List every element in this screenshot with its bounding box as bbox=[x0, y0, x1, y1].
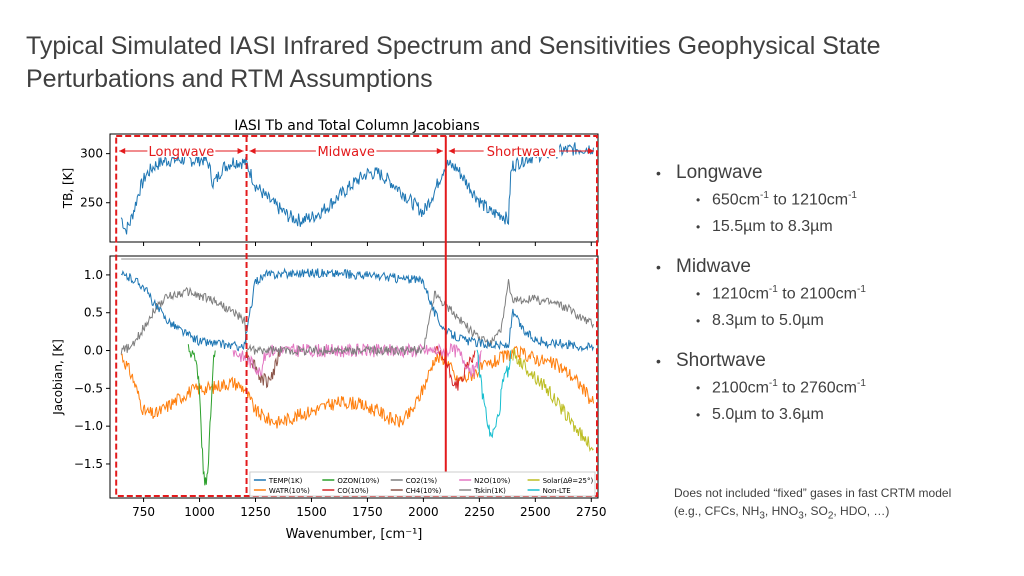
x-axis-label: Wavenumber, [cm⁻¹] bbox=[286, 527, 423, 542]
region-arrow-head bbox=[448, 148, 455, 154]
legend-label: N2O(10%) bbox=[474, 477, 510, 485]
legend-box bbox=[249, 471, 596, 497]
region-boxes: Longwave Midwave Shortwave bbox=[115, 135, 598, 497]
region-arrow-head bbox=[119, 148, 126, 154]
legend: TEMP(1K) WATR(10%) OZON(10%) CO(10%) CO2(1%)… bbox=[249, 471, 596, 497]
bottom-ytick-label: 0.5 bbox=[84, 306, 103, 320]
legend-label: CO(10%) bbox=[337, 487, 369, 495]
sub-bullet: • 8.3µm to 5.0µm bbox=[696, 312, 824, 329]
jacobian-line bbox=[120, 267, 594, 353]
jacobian-line bbox=[120, 345, 594, 429]
bullet-shortwave: • Shortwave bbox=[656, 350, 766, 371]
legend-label: TEMP(1K) bbox=[268, 477, 303, 485]
slide-title: Typical Simulated IASI Infrared Spectrum… bbox=[26, 32, 881, 93]
region-label: Midwave bbox=[317, 145, 374, 160]
legend-label: CH4(10%) bbox=[406, 487, 442, 495]
region-arrow-head bbox=[436, 148, 443, 154]
region-label-bg bbox=[483, 143, 560, 157]
chart-title: IASI Tb and Total Column Jacobians bbox=[234, 118, 480, 134]
tb-spectrum-line bbox=[120, 142, 594, 235]
xtick-label: 1250 bbox=[240, 505, 271, 519]
sub-bullet: • 15.5µm to 8.3µm bbox=[696, 218, 833, 235]
legend-label: OZON(10%) bbox=[337, 477, 379, 485]
bullet-longwave: • Longwave bbox=[656, 162, 763, 183]
xtick-label: 1500 bbox=[296, 505, 327, 519]
region-label-bg bbox=[147, 143, 216, 157]
bullet-label: Longwave bbox=[676, 162, 763, 183]
jacobian-line bbox=[187, 344, 216, 486]
bottom-ytick-label: −0.5 bbox=[74, 381, 103, 395]
xtick-label: 1000 bbox=[184, 505, 215, 519]
x-axis: 750 1000 1250 1500 1750 2000 2250 2500 2750 Waven… bbox=[132, 242, 607, 542]
xtick-label: 1750 bbox=[352, 505, 383, 519]
region-label-bg bbox=[315, 143, 377, 157]
region-arrow-head bbox=[249, 148, 256, 154]
legend-label: WATR(10%) bbox=[269, 487, 310, 495]
region-label: Shortwave bbox=[487, 145, 556, 160]
bottom-ytick-label: 0.0 bbox=[84, 344, 103, 358]
region-outline bbox=[115, 135, 598, 497]
jacobian-line bbox=[120, 279, 594, 357]
top-ytick-label: 300 bbox=[80, 147, 103, 161]
region-arrow-head bbox=[237, 148, 244, 154]
top-ylabel: TB, [K] bbox=[61, 168, 75, 209]
sub-bullet: • 650cm-1 to 1210cm-1 bbox=[696, 190, 857, 209]
xtick-label: 2500 bbox=[520, 505, 551, 519]
sub-bullet: • 5.0µm to 3.6µm bbox=[696, 406, 824, 423]
region-label: Longwave bbox=[148, 145, 214, 160]
jacobian-line bbox=[232, 342, 483, 378]
legend-label: Non-LTE bbox=[543, 487, 571, 495]
note-text: Does not included “fixed” gases in fast … bbox=[674, 486, 952, 522]
xtick-label: 2750 bbox=[576, 505, 607, 519]
sub-bullet: • 2100cm-1 to 2760cm-1 bbox=[696, 378, 866, 397]
bullet-label: Midwave bbox=[676, 256, 751, 277]
top-ytick-label: 250 bbox=[80, 196, 103, 210]
bullet-label: Shortwave bbox=[676, 350, 766, 371]
legend-label: CO2(1%) bbox=[406, 477, 438, 485]
bottom-ytick-label: −1.5 bbox=[74, 457, 103, 471]
legend-label: Tskin(1K) bbox=[473, 487, 506, 495]
xtick-label: 2000 bbox=[408, 505, 439, 519]
xtick-label: 750 bbox=[132, 505, 155, 519]
jacobian-line bbox=[476, 349, 512, 439]
bottom-ytick-label: 1.0 bbox=[84, 268, 103, 282]
legend-label: Solar(Δθ=25°) bbox=[543, 477, 594, 485]
jacobian-line bbox=[512, 347, 594, 453]
bottom-ytick-label: −1.0 bbox=[74, 419, 103, 433]
region-arrow-head bbox=[588, 148, 594, 154]
bottom-panel: 1.0 0.5 0.0 −0.5 −1.0 −1.5 Jacobian, [K] bbox=[51, 255, 599, 499]
sub-bullet: • 1210cm-1 to 2100cm-1 bbox=[696, 284, 866, 303]
bottom-ylabel: Jacobian, [K] bbox=[51, 339, 65, 416]
xtick-label: 2250 bbox=[464, 505, 495, 519]
bullet-list: • Longwave • 650cm-1 to 1210cm-1 • 15.5µm to … bbox=[656, 162, 996, 434]
jacobian-chart: IASI Tb and Total Column Jacobians 300 25… bbox=[51, 118, 607, 542]
bullet-midwave: • Midwave bbox=[656, 256, 751, 277]
